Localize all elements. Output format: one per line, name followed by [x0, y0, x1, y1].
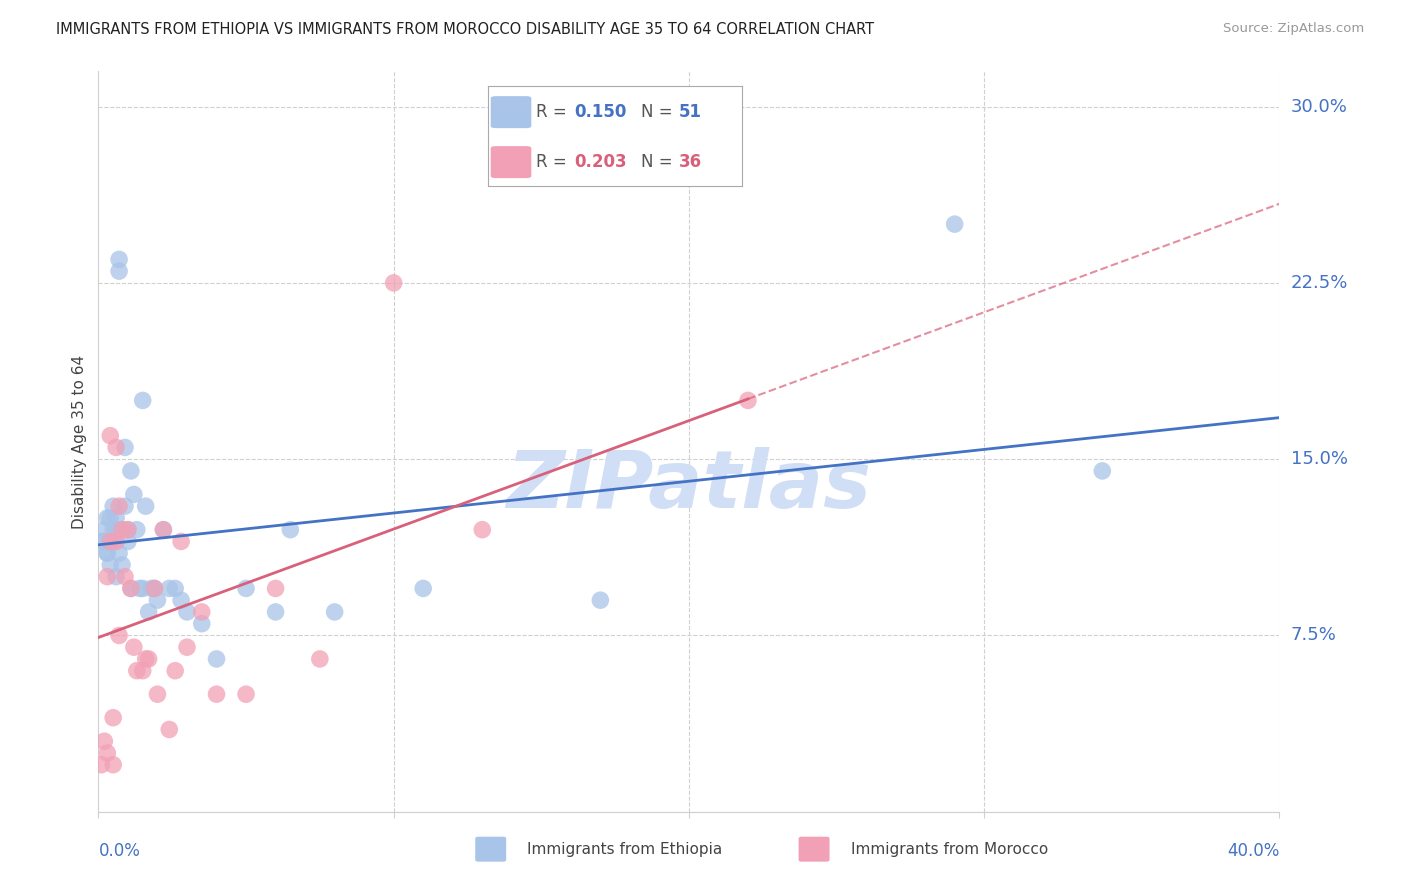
Text: IMMIGRANTS FROM ETHIOPIA VS IMMIGRANTS FROM MOROCCO DISABILITY AGE 35 TO 64 CORR: IMMIGRANTS FROM ETHIOPIA VS IMMIGRANTS F… [56, 22, 875, 37]
Text: 40.0%: 40.0% [1227, 842, 1279, 860]
Point [135, 652, 157, 666]
Point [111, 523, 134, 537]
Text: Source: ZipAtlas.com: Source: ZipAtlas.com [1223, 22, 1364, 36]
Point [235, 687, 257, 701]
Point [96, 511, 118, 525]
Point [176, 640, 198, 655]
Point [98, 534, 121, 549]
Point [589, 593, 612, 607]
Point [191, 605, 214, 619]
Point [471, 523, 494, 537]
Point [120, 582, 142, 596]
Point [132, 664, 155, 678]
Y-axis label: Disability Age 35 to 64: Disability Age 35 to 64 [72, 354, 87, 529]
Point [108, 252, 131, 267]
Point [117, 523, 139, 537]
Point [90, 534, 112, 549]
Point [103, 757, 125, 772]
Point [103, 534, 125, 549]
Point [111, 523, 134, 537]
Point [114, 499, 136, 513]
Point [120, 582, 142, 596]
Point [309, 652, 332, 666]
Point [141, 582, 163, 596]
Point [152, 523, 174, 537]
Text: 22.5%: 22.5% [1291, 274, 1348, 292]
Point [98, 558, 121, 572]
Point [125, 523, 148, 537]
Point [108, 499, 131, 513]
Point [108, 546, 131, 560]
Text: 7.5%: 7.5% [1291, 626, 1337, 644]
Point [278, 523, 302, 537]
Point [128, 582, 150, 596]
Point [157, 723, 180, 737]
Point [323, 605, 346, 619]
Point [111, 558, 134, 572]
Point [205, 687, 228, 701]
Point [98, 428, 121, 442]
Point [122, 640, 145, 655]
Point [412, 582, 434, 596]
Point [146, 687, 169, 701]
Point [103, 711, 125, 725]
Point [105, 570, 128, 584]
Point [152, 523, 174, 537]
Point [135, 499, 157, 513]
Point [93, 534, 115, 549]
Point [146, 593, 169, 607]
Point [96, 746, 118, 760]
Point [264, 582, 287, 596]
Point [191, 616, 214, 631]
Point [114, 570, 136, 584]
Point [114, 441, 136, 455]
Text: 15.0%: 15.0% [1291, 450, 1347, 468]
Text: 0.0%: 0.0% [98, 842, 141, 860]
Point [132, 393, 155, 408]
Point [165, 664, 187, 678]
Point [170, 593, 193, 607]
Text: ZIPatlas: ZIPatlas [506, 447, 872, 525]
Point [165, 582, 187, 596]
Point [105, 511, 128, 525]
Point [125, 664, 148, 678]
Point [117, 523, 139, 537]
Point [93, 523, 115, 537]
Point [205, 652, 228, 666]
Text: Immigrants from Morocco: Immigrants from Morocco [851, 842, 1047, 856]
Point [105, 534, 128, 549]
Point [1091, 464, 1114, 478]
Text: 30.0%: 30.0% [1291, 97, 1347, 116]
Point [737, 393, 759, 408]
Point [143, 582, 166, 596]
Point [103, 523, 125, 537]
Point [132, 582, 155, 596]
Point [96, 570, 118, 584]
Point [382, 276, 405, 290]
Point [98, 534, 121, 549]
Point [138, 652, 160, 666]
Point [943, 217, 966, 231]
Point [98, 511, 121, 525]
Point [93, 734, 115, 748]
Point [235, 582, 257, 596]
Text: Immigrants from Ethiopia: Immigrants from Ethiopia [527, 842, 723, 856]
Point [105, 441, 128, 455]
Point [96, 546, 118, 560]
Point [122, 487, 145, 501]
Point [120, 464, 142, 478]
Point [170, 534, 193, 549]
Point [96, 546, 118, 560]
Point [176, 605, 198, 619]
Point [108, 628, 131, 642]
Point [90, 757, 112, 772]
Point [138, 605, 160, 619]
Point [105, 523, 128, 537]
Point [103, 499, 125, 513]
Point [157, 582, 180, 596]
Point [108, 264, 131, 278]
Point [264, 605, 287, 619]
Point [117, 534, 139, 549]
Point [143, 582, 166, 596]
